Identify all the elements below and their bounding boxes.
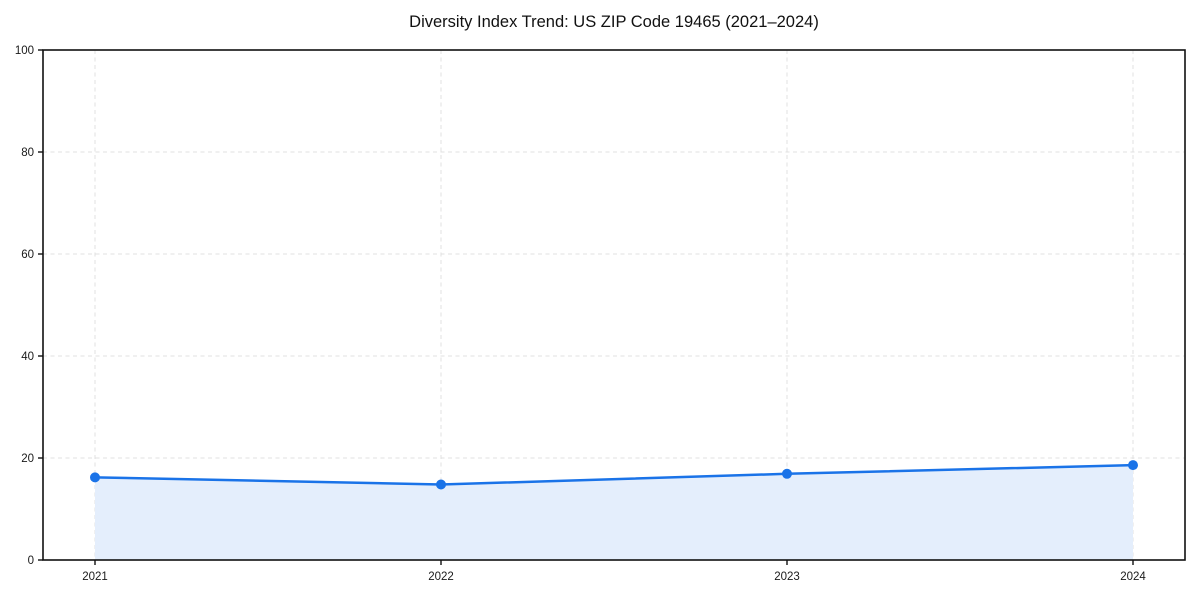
- y-tick-label-0: 0: [28, 555, 34, 567]
- x-tick-label-2024: 2024: [1120, 571, 1146, 583]
- y-tick-label-80: 80: [21, 147, 34, 159]
- y-tick-label-40: 40: [21, 351, 34, 363]
- chart-title: Diversity Index Trend: US ZIP Code 19465…: [409, 13, 819, 31]
- x-tick-label-2023: 2023: [774, 571, 800, 583]
- x-tick-label-2021: 2021: [82, 571, 108, 583]
- x-tick-label-2022: 2022: [428, 571, 454, 583]
- y-tick-label-100: 100: [15, 45, 34, 57]
- data-point-2021: [90, 472, 100, 483]
- y-tick-label-60: 60: [21, 249, 34, 261]
- data-point-2024: [1128, 460, 1138, 471]
- trend-line: [93, 463, 1135, 486]
- area-fill: [95, 465, 1133, 560]
- plot-border: [42, 49, 1186, 561]
- data-point-2022: [436, 479, 446, 490]
- y-tick-label-20: 20: [21, 453, 34, 465]
- data-point-2023: [782, 468, 792, 479]
